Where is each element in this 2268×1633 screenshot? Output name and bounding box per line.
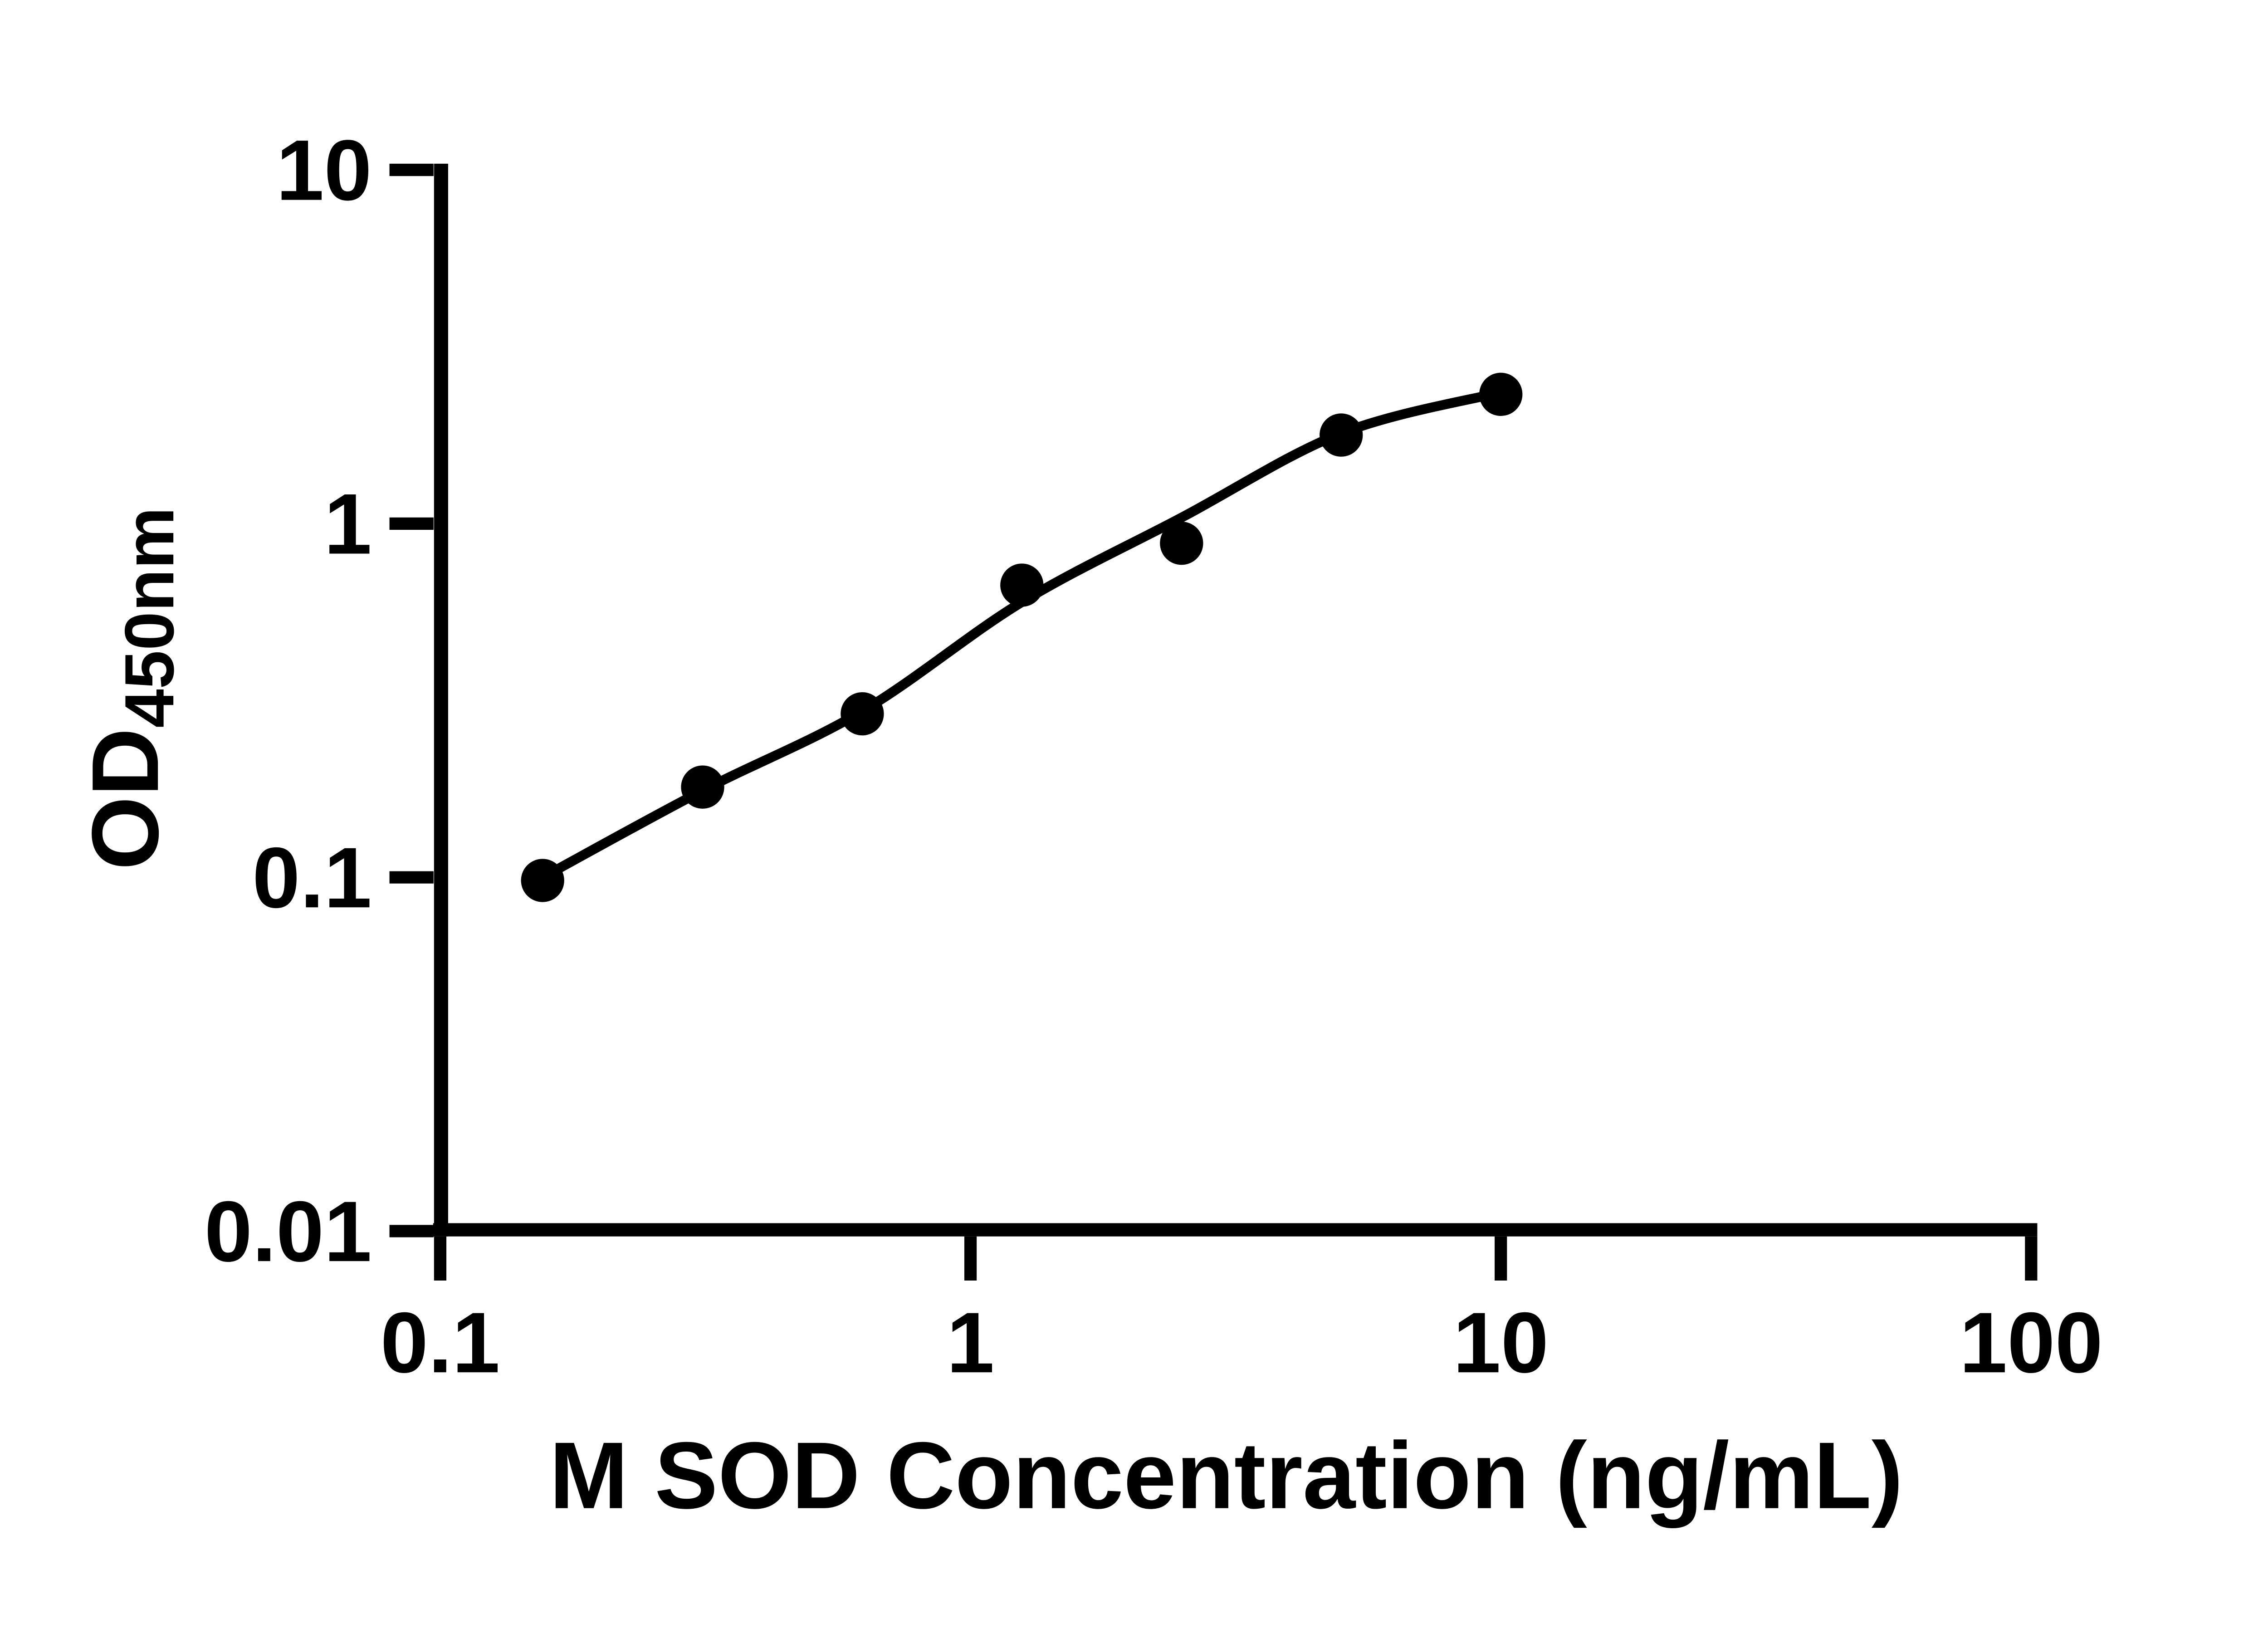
y-axis-title: OD450nm bbox=[73, 507, 188, 870]
y-axis-title-subscript: 450nm bbox=[110, 507, 188, 728]
axis-ticks bbox=[389, 163, 2038, 1281]
data-point bbox=[1160, 521, 1203, 565]
y-axis-title-main: OD bbox=[73, 728, 178, 870]
y-tick-label: 0.1 bbox=[252, 830, 372, 926]
data-point bbox=[1320, 413, 1363, 457]
axes bbox=[433, 163, 2038, 1237]
y-tick-label: 1 bbox=[324, 476, 371, 572]
data-point bbox=[1479, 372, 1523, 416]
data-point bbox=[681, 765, 724, 809]
data-point bbox=[1000, 563, 1044, 607]
x-tick-label: 10 bbox=[1453, 1295, 1549, 1391]
plot-area bbox=[521, 372, 1523, 902]
x-tick-label: 100 bbox=[1960, 1295, 2103, 1391]
x-tick-label: 1 bbox=[947, 1295, 994, 1391]
data-point bbox=[521, 859, 564, 902]
data-point bbox=[841, 692, 884, 736]
y-tick-label: 0.01 bbox=[205, 1183, 372, 1280]
x-axis-title: M SOD Concentration (ng/mL) bbox=[549, 1423, 1903, 1529]
figure-background bbox=[0, 22, 2268, 1611]
x-tick-label: 0.1 bbox=[381, 1295, 500, 1391]
y-tick-label: 10 bbox=[276, 122, 372, 219]
